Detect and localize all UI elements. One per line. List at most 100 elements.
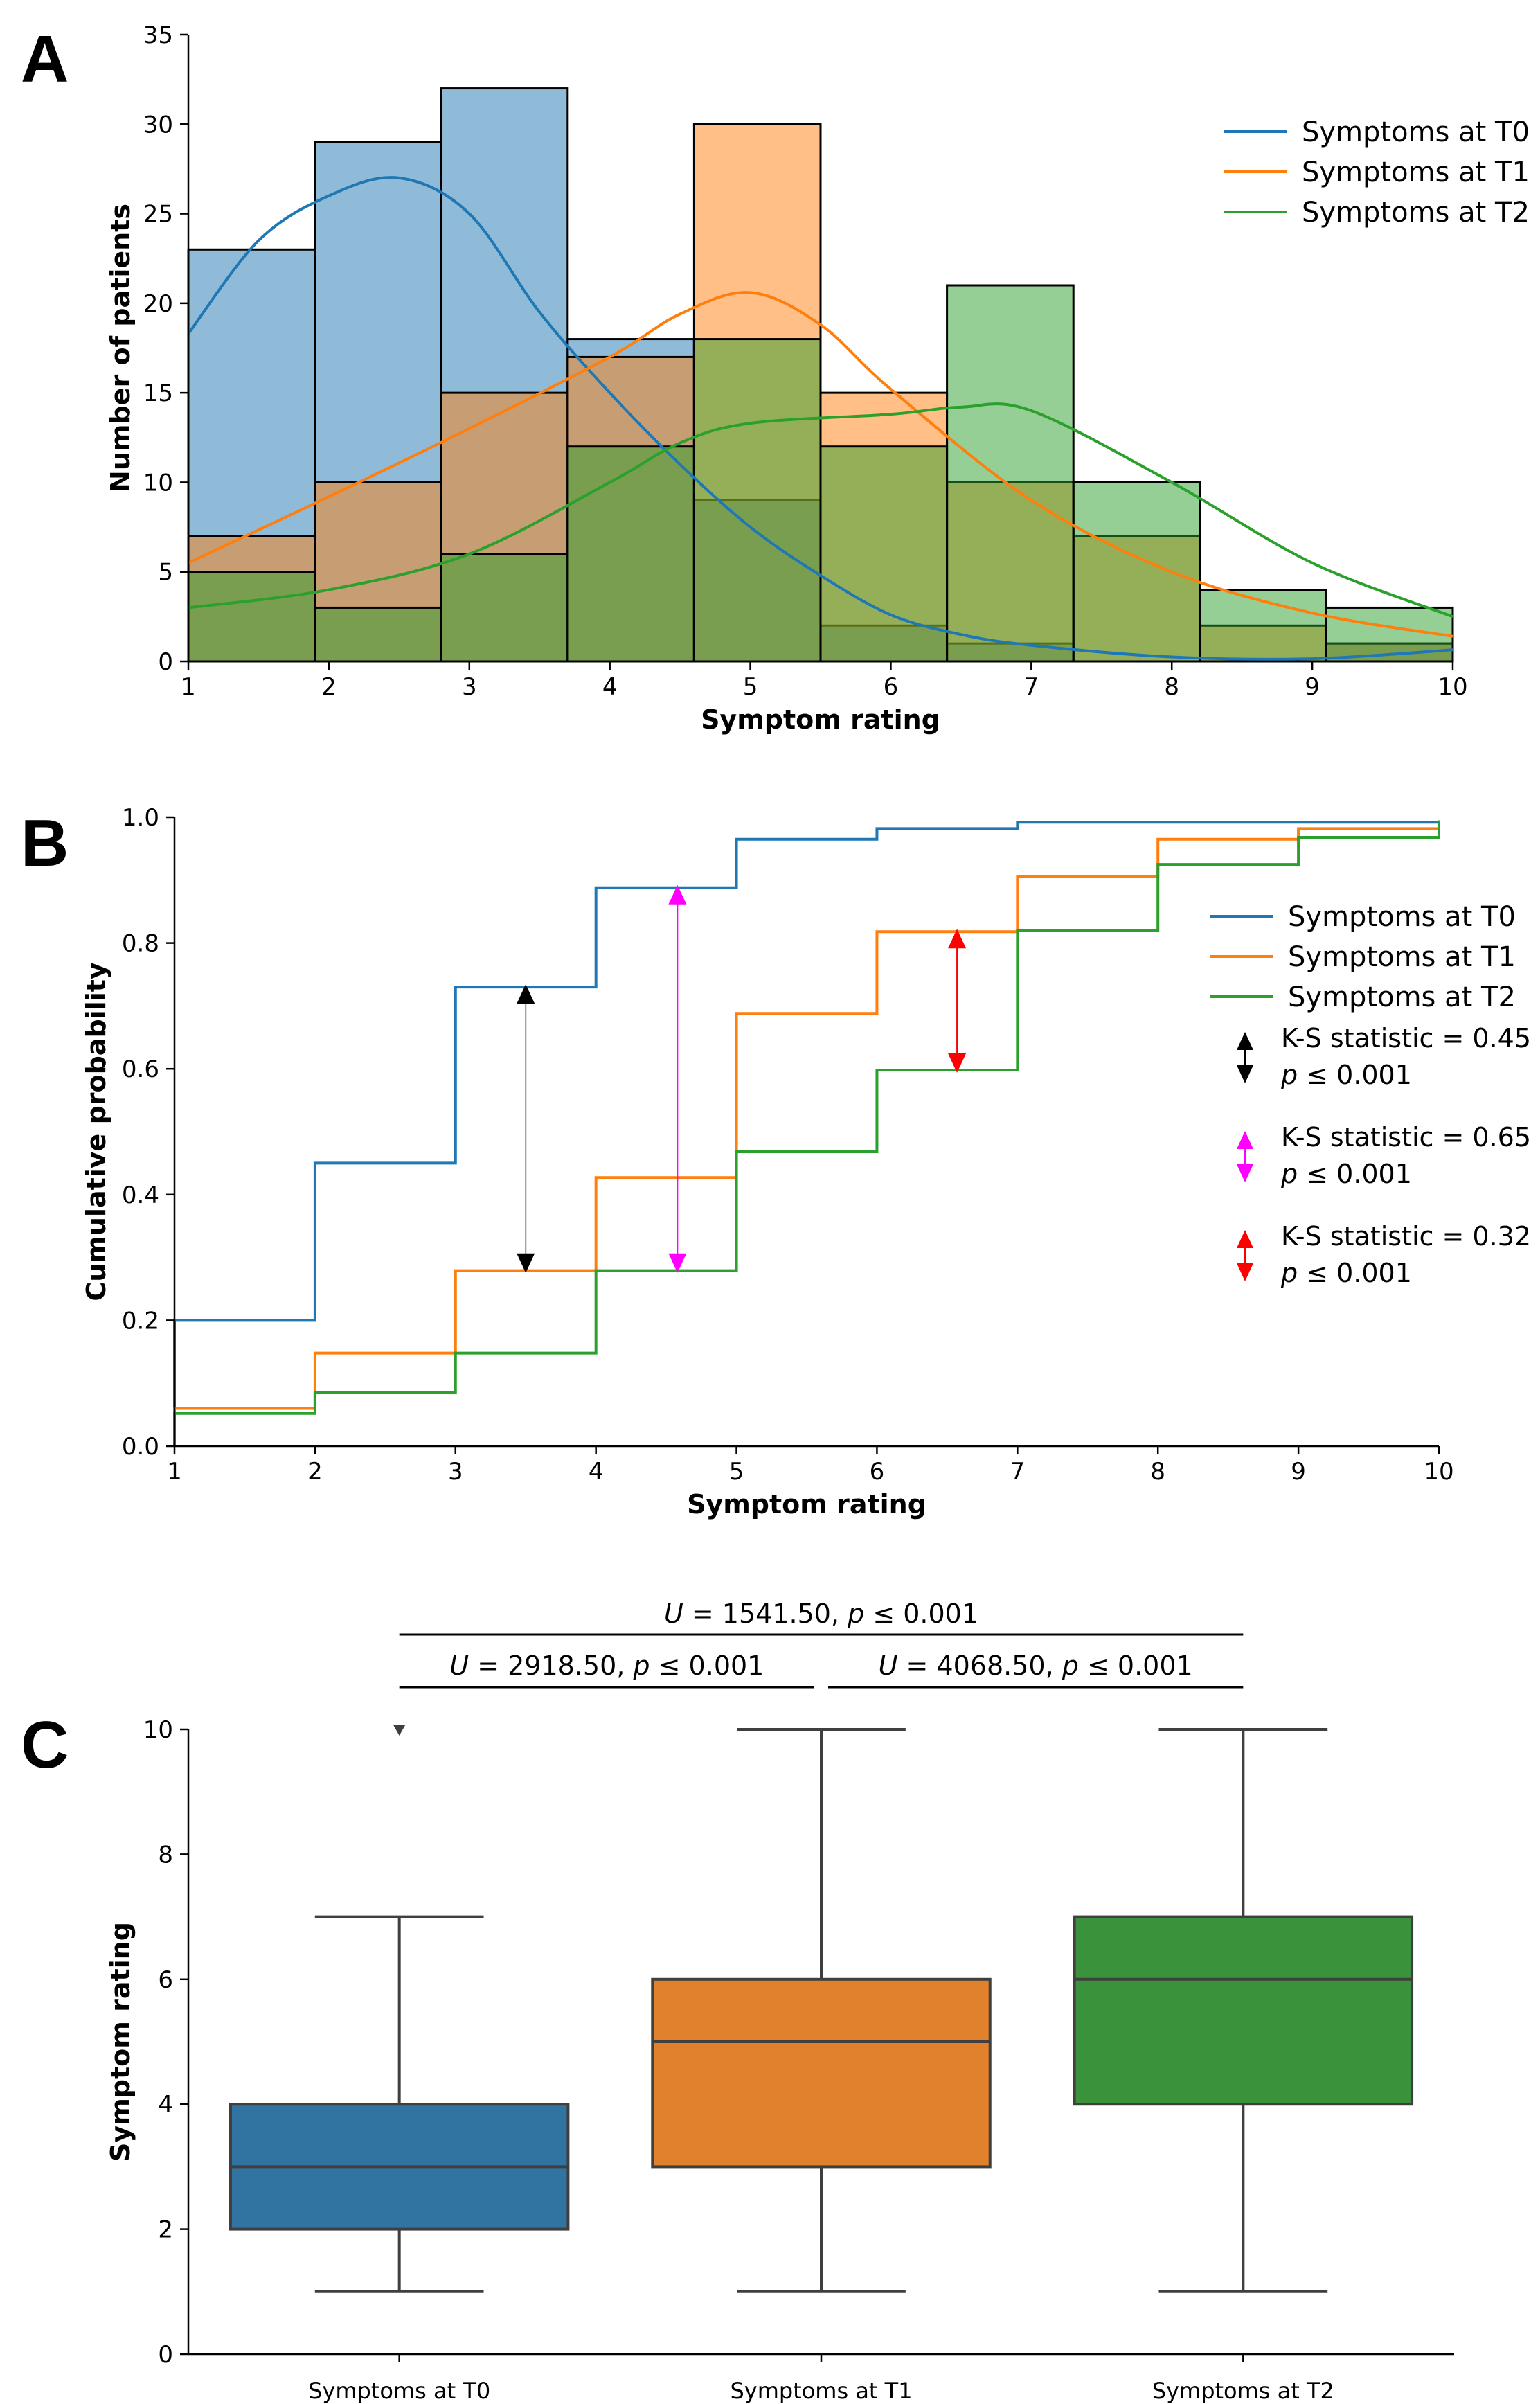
y-tick-label: 35 (143, 21, 173, 49)
y-tick-label: 0.2 (122, 1307, 159, 1335)
y-tick-label: 10 (143, 1716, 173, 1744)
x-tick-label: 1 (167, 1458, 182, 1486)
y-tick-label: 2 (158, 2216, 173, 2244)
x-tick-label: 7 (1010, 1458, 1026, 1486)
y-axis-title: Number of patients (105, 204, 136, 492)
x-tick-label: 6 (870, 1458, 885, 1486)
ks-arrow-down-head (517, 1253, 535, 1273)
y-tick-label: 30 (143, 111, 173, 139)
ecdf-step-line (173, 823, 1440, 1446)
space (1079, 1650, 1087, 1681)
y-tick-label: 10 (143, 469, 173, 497)
box-iqr (651, 1977, 992, 2169)
x-axis-title: Symptom rating (687, 1489, 926, 1520)
legend-label: Symptoms at T2 (1302, 197, 1530, 229)
outlier-marker (393, 1725, 406, 1736)
panel-b-letter: B (21, 806, 69, 880)
ks-pvalue-label: p ≤ 0.001 (1280, 1258, 1412, 1288)
cdf-panel: 1 2 3 4 5 6 7 8 9 10 0.0 0.2 0.4 0.6 0.8 1.0 Symptom rat… (81, 804, 1531, 1520)
y-tick-label: 0.6 (122, 1056, 159, 1083)
legend-label: Symptoms at T0 (1288, 901, 1516, 933)
p-value: ≤ 0.001 (659, 1650, 764, 1681)
x-tick-label: 9 (1305, 673, 1320, 701)
ks-arrow-up-head (517, 984, 535, 1004)
legend-ks-arrow-down (1237, 1164, 1253, 1182)
x-tick-label: 7 (1024, 673, 1039, 701)
legend-ks-arrow-down (1237, 1263, 1253, 1281)
y-tick-label: 25 (143, 201, 173, 229)
panel-a-letter: A (21, 22, 69, 96)
separator: , (831, 1599, 848, 1629)
p-symbol: p (1280, 1060, 1306, 1090)
x-tick-label: 2 (321, 673, 337, 701)
panel-c-letter: C (21, 1708, 69, 1782)
boxplot-panel: Symptoms at T0 Symptoms at T1 Symptoms at … (105, 1599, 1454, 2404)
equals-sign: = (897, 1650, 936, 1681)
histogram-bar (946, 284, 1075, 663)
histogram-bar (187, 571, 316, 663)
ks-arrow-down-head (668, 1253, 687, 1273)
legend-label: Symptoms at T1 (1302, 157, 1530, 188)
x-tick-label: 9 (1291, 1458, 1306, 1486)
legend-label: Symptoms at T2 (1288, 981, 1516, 1013)
x-tick-label: 5 (729, 1458, 744, 1486)
separator: , (1046, 1650, 1062, 1681)
histogram-bar (692, 338, 822, 663)
ks-pvalue: ≤ 0.001 (1306, 1060, 1412, 1090)
u-symbol: U (879, 1650, 898, 1681)
ecdf-step-line (173, 820, 1440, 1446)
x-tick-label: 3 (462, 673, 477, 701)
y-tick-label: 0 (158, 648, 173, 676)
x-tick-label: 3 (448, 1458, 463, 1486)
p-value: ≤ 0.001 (1087, 1650, 1193, 1681)
u-symbol: U (449, 1650, 469, 1681)
histogram-panel: 1 2 3 4 5 6 7 8 9 10 0 5 10 15 20 25 30 35 Symptom rating N… (105, 21, 1530, 735)
x-tick-label: 4 (602, 673, 618, 701)
x-tick-label: 4 (589, 1458, 604, 1486)
ks-statistic-label: K-S statistic = 0.65 (1281, 1122, 1531, 1152)
x-tick-label: 1 (181, 673, 196, 701)
ks-arrow-up-head (668, 884, 687, 905)
y-tick-label: 0 (158, 2341, 173, 2369)
ks-pvalue-label: p ≤ 0.001 (1280, 1159, 1412, 1189)
legend-label: Symptoms at T1 (1288, 941, 1516, 973)
p-symbol: p (1280, 1258, 1306, 1288)
mann-whitney-label: U = 2918.50, p ≤ 0.001 (449, 1650, 764, 1681)
ks-pvalue: ≤ 0.001 (1306, 1159, 1412, 1189)
x-tick-label: 8 (1150, 1458, 1165, 1486)
y-tick-label: 0.8 (122, 930, 159, 958)
ks-arrow-up-head (948, 929, 967, 949)
histogram-bar (440, 553, 569, 663)
y-tick-label: 0.4 (122, 1182, 159, 1209)
mann-whitney-label: U = 4068.50, p ≤ 0.001 (879, 1650, 1193, 1681)
x-tick-label: 10 (1438, 673, 1467, 701)
kde-curve-line (188, 291, 1453, 638)
p-symbol: p (1062, 1650, 1079, 1681)
ecdf-step-line (173, 820, 1440, 1446)
p-symbol: p (1280, 1159, 1306, 1189)
ks-statistic-label: K-S statistic = 0.45 (1281, 1023, 1531, 1053)
ks-pvalue: ≤ 0.001 (1306, 1258, 1412, 1288)
x-tick-label: 10 (1424, 1458, 1453, 1486)
ks-arrow-down-head (948, 1053, 967, 1074)
y-tick-label: 1.0 (122, 804, 159, 832)
u-value: 2918.50 (508, 1650, 616, 1681)
ks-statistic-label: K-S statistic = 0.32 (1281, 1221, 1531, 1252)
space (650, 1650, 659, 1681)
histogram-bar (566, 445, 695, 663)
histogram-bar (1072, 481, 1201, 663)
legend-ks-arrow-up (1237, 1131, 1253, 1149)
mann-whitney-label: U = 1541.50, p ≤ 0.001 (664, 1599, 978, 1629)
p-symbol: p (847, 1599, 864, 1629)
space (864, 1599, 872, 1629)
separator: , (616, 1650, 633, 1681)
u-value: 1541.50 (722, 1599, 831, 1629)
y-tick-label: 8 (158, 1841, 173, 1869)
x-tick-label: 6 (884, 673, 899, 701)
y-tick-label: 4 (158, 2091, 173, 2119)
equals-sign: = (683, 1599, 722, 1629)
legend-ks-arrow-up (1237, 1230, 1253, 1248)
legend-ks-arrow-up (1237, 1032, 1253, 1050)
y-tick-label: 20 (143, 290, 173, 318)
